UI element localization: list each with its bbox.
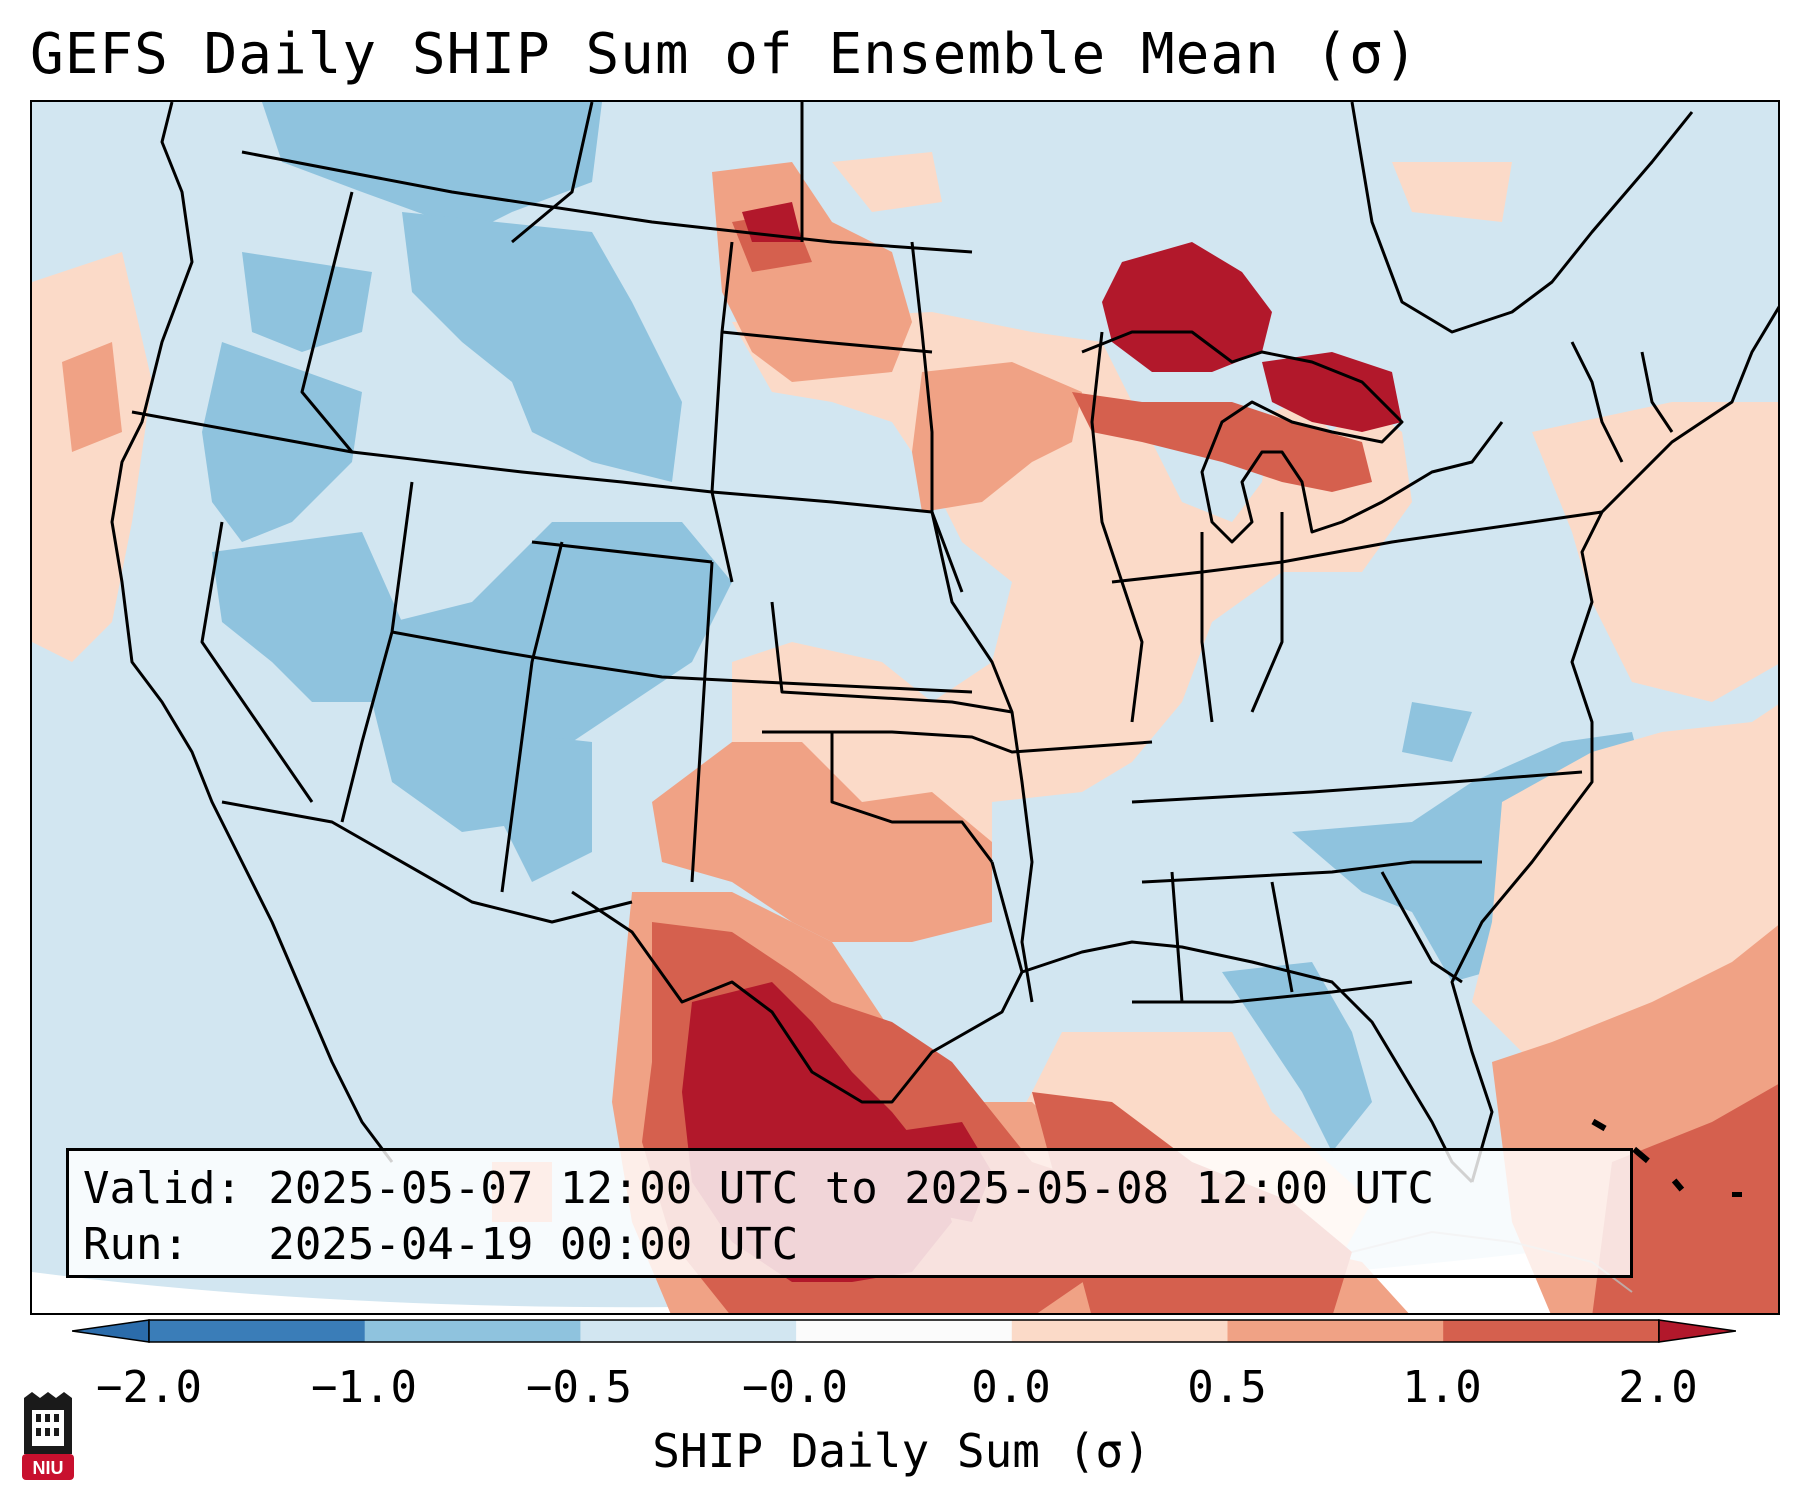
validity-info-box: Valid: 2025-05-07 12:00 UTC to 2025-05-0… (66, 1148, 1633, 1278)
colorbar-outline (148, 1319, 1660, 1343)
bahamas-islands (1591, 1118, 1742, 1197)
run-line: Run: 2025-04-19 00:00 UTC (83, 1219, 799, 1270)
colorbar-segment (1011, 1320, 1228, 1342)
colorbar-extend-high (1658, 1319, 1737, 1343)
positive-anomaly-areas (32, 152, 1778, 1272)
tick-label: −1.0 (311, 1362, 417, 1413)
state-boundaries (110, 102, 1778, 1184)
valid-line: Valid: 2025-05-07 12:00 UTC to 2025-05-0… (83, 1163, 1435, 1214)
tick-label: 1.0 (1402, 1362, 1482, 1413)
colorbar-extend-low (72, 1319, 150, 1343)
colorbar-segment (149, 1320, 366, 1342)
colorbar-label: SHIP Daily Sum (σ) (652, 1424, 1151, 1478)
tick-label: −0.5 (526, 1362, 632, 1413)
colorbar-segment (1227, 1320, 1444, 1342)
colorbar (72, 1319, 1737, 1343)
tick-label: 0.5 (1187, 1362, 1267, 1413)
page-title: GEFS Daily SHIP Sum of Ensemble Mean (σ) (30, 22, 1419, 87)
tick-label: 2.0 (1618, 1362, 1698, 1413)
map-panel (30, 100, 1780, 1315)
colorbar-segment (1443, 1320, 1660, 1342)
logo-text: NIU (33, 1458, 64, 1478)
colorbar-ticks: −2.0 −1.0 −0.5 −0.0 0.0 0.5 1.0 2.0 (0, 1362, 1803, 1422)
anomaly-map (32, 102, 1778, 1313)
tick-label: −0.0 (742, 1362, 848, 1413)
colorbar-segment (364, 1320, 581, 1342)
tick-label: 0.0 (971, 1362, 1051, 1413)
niu-logo: NIU (22, 1392, 74, 1480)
tick-label: −2.0 (96, 1362, 202, 1413)
colorbar-segment (796, 1320, 1013, 1342)
colorbar-segment (580, 1320, 797, 1342)
